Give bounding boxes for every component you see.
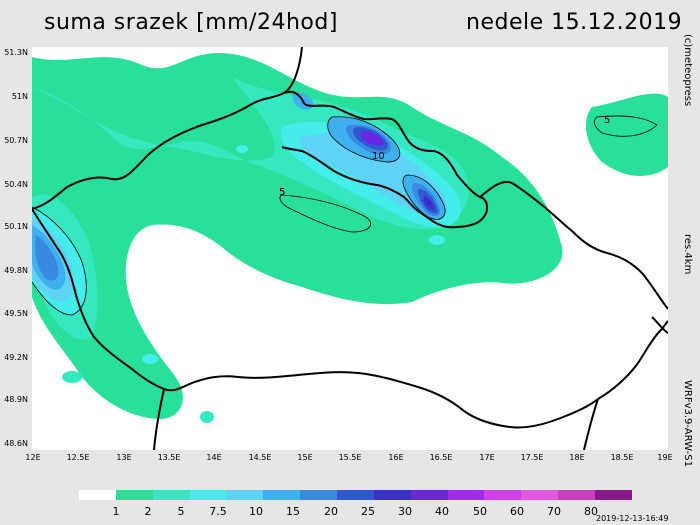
legend-swatch (79, 490, 116, 500)
lon-tick-label: 15E (297, 453, 313, 462)
rain-cell (429, 235, 445, 245)
lat-tick-label: 48.9N (4, 395, 28, 404)
legend-swatch (337, 490, 374, 500)
legend-label: 10 (249, 505, 263, 518)
legend-label: 1 (112, 505, 120, 518)
precipitation-field: 10 5 5 (32, 47, 668, 450)
contour-10mm (327, 116, 401, 163)
contour-label-5: 5 (604, 115, 610, 126)
lat-tick-label: 49.8N (4, 266, 28, 275)
country-border (583, 398, 599, 450)
lat-tick-label: 50.1N (4, 222, 28, 231)
resolution-label: res.4km (682, 234, 693, 275)
legend-label: 20 (324, 505, 338, 518)
country-border (597, 320, 668, 400)
lon-tick-label: 13E (116, 453, 132, 462)
lon-tick-label: 18.5E (610, 453, 634, 462)
rain-area-30mm (423, 196, 435, 211)
lat-tick-label: 50.7N (4, 136, 28, 145)
legend-label: 2 (144, 505, 152, 518)
contour-label-10: 10 (372, 151, 385, 162)
country-border (283, 47, 303, 94)
legend-swatch (226, 490, 264, 500)
contour-label-5: 5 (279, 187, 285, 198)
lon-tick-label: 13.5E (157, 453, 181, 462)
lon-tick-label: 17E (479, 453, 495, 462)
lon-tick-label: 18E (569, 453, 585, 462)
lat-tick-label: 49.5N (4, 309, 28, 318)
lon-tick-label: 16.5E (429, 453, 453, 462)
country-border (651, 316, 668, 334)
lon-tick-label: 17.5E (520, 453, 544, 462)
country-border (32, 208, 599, 429)
legend-label: 7.5 (209, 505, 227, 518)
lat-tick-label: 49.2N (4, 353, 28, 362)
lat-tick-label: 48.6N (4, 439, 28, 448)
precipitation-legend (79, 490, 632, 500)
rain-cell (200, 411, 214, 423)
legend-swatch (484, 490, 522, 500)
contour-5mm (279, 194, 372, 233)
run-timestamp: 2019-12-13-16:49 (596, 514, 669, 523)
lat-tick-label: 50.4N (4, 180, 28, 189)
legend-swatch (558, 490, 596, 500)
rain-cell (142, 354, 158, 364)
lon-tick-label: 14.5E (248, 453, 272, 462)
rain-cell (62, 371, 82, 383)
rain-cell (236, 145, 248, 153)
legend-swatch (152, 490, 190, 500)
legend-swatch (373, 490, 411, 500)
lon-tick-label: 12.5E (66, 453, 90, 462)
lon-tick-label: 15.5E (338, 453, 362, 462)
legend-label: 30 (398, 505, 412, 518)
contour-5mm (593, 115, 658, 137)
lat-tick-label: 51.3N (4, 48, 28, 57)
legend-swatch (263, 490, 301, 500)
rain-area-30mm (360, 131, 384, 146)
legend-label: 5 (177, 505, 185, 518)
contour-5mm (32, 206, 87, 316)
legend-label: 15 (286, 505, 300, 518)
legend-swatch (300, 490, 338, 500)
legend-label: 50 (473, 505, 487, 518)
legend-swatch (447, 490, 485, 500)
map-title: suma srazek [mm/24hod] (44, 10, 338, 35)
lat-tick-label: 51N (11, 92, 28, 101)
legend-swatch (410, 490, 448, 500)
legend-swatch (189, 490, 227, 500)
country-border (32, 90, 488, 229)
model-label: WRFv3.9-ARW-S1 (682, 380, 693, 467)
rain-area-1mm (585, 93, 668, 177)
legend-swatch (595, 490, 632, 500)
lon-tick-label: 14E (206, 453, 222, 462)
forecast-date: nedele 15.12.2019 (466, 10, 683, 35)
country-border (479, 181, 668, 310)
legend-label: 70 (547, 505, 561, 518)
legend-label: 40 (435, 505, 449, 518)
copyright-label: (c)meteopress (682, 34, 693, 107)
legend-label: 80 (584, 505, 598, 518)
legend-swatch (115, 490, 153, 500)
lon-tick-label: 12E (25, 453, 41, 462)
legend-swatch (521, 490, 559, 500)
country-border (153, 388, 165, 450)
legend-label: 60 (510, 505, 524, 518)
lon-tick-label: 16E (388, 453, 404, 462)
legend-label: 25 (361, 505, 375, 518)
lon-tick-label: 19E (657, 453, 673, 462)
rain-area-15mm (35, 235, 59, 281)
precipitation-map: 10 5 5 (32, 47, 668, 450)
